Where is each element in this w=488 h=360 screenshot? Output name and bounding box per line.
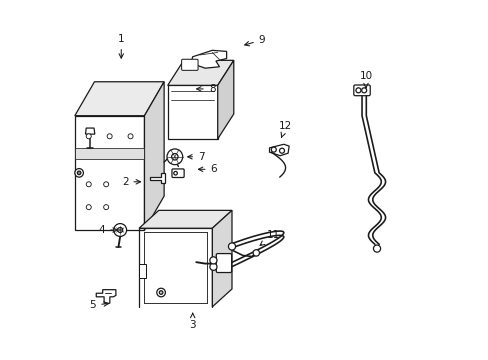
Circle shape — [228, 243, 235, 250]
Circle shape — [103, 204, 108, 210]
Text: 1: 1 — [118, 34, 124, 58]
Polygon shape — [85, 128, 95, 134]
Text: 12: 12 — [278, 121, 292, 137]
Polygon shape — [212, 210, 231, 307]
Polygon shape — [149, 173, 164, 183]
Circle shape — [373, 245, 380, 252]
Polygon shape — [144, 82, 164, 230]
Circle shape — [128, 134, 133, 139]
Polygon shape — [269, 144, 288, 156]
Text: 6: 6 — [198, 164, 217, 174]
Text: 4: 4 — [99, 225, 117, 235]
Circle shape — [86, 204, 91, 210]
Circle shape — [77, 171, 81, 175]
Text: 8: 8 — [196, 84, 215, 94]
Polygon shape — [217, 60, 233, 139]
Circle shape — [279, 148, 284, 153]
Polygon shape — [167, 60, 233, 85]
Text: 3: 3 — [189, 313, 196, 330]
Text: 5: 5 — [89, 300, 108, 310]
Polygon shape — [75, 82, 164, 116]
Circle shape — [75, 168, 83, 177]
Polygon shape — [75, 148, 144, 159]
Circle shape — [86, 182, 91, 187]
Circle shape — [253, 250, 259, 256]
FancyBboxPatch shape — [216, 253, 231, 273]
Circle shape — [361, 88, 366, 93]
Circle shape — [355, 88, 360, 93]
Text: 7: 7 — [187, 152, 204, 162]
FancyBboxPatch shape — [353, 85, 369, 96]
Circle shape — [171, 154, 178, 160]
Circle shape — [114, 224, 126, 237]
Circle shape — [159, 291, 163, 294]
FancyBboxPatch shape — [172, 169, 184, 177]
Polygon shape — [96, 290, 116, 303]
Text: 11: 11 — [260, 230, 279, 246]
Circle shape — [173, 171, 177, 175]
Polygon shape — [75, 116, 144, 230]
Circle shape — [271, 147, 276, 152]
Circle shape — [209, 263, 217, 270]
FancyBboxPatch shape — [181, 59, 198, 70]
Circle shape — [103, 182, 108, 187]
Circle shape — [166, 149, 183, 165]
Text: 2: 2 — [122, 177, 140, 187]
Polygon shape — [167, 85, 217, 139]
Circle shape — [86, 134, 91, 139]
Polygon shape — [139, 210, 231, 228]
Circle shape — [209, 257, 217, 264]
Polygon shape — [190, 50, 226, 68]
Circle shape — [157, 288, 165, 297]
Text: 10: 10 — [359, 71, 372, 88]
Text: 9: 9 — [244, 35, 265, 46]
Polygon shape — [139, 264, 146, 278]
Circle shape — [118, 228, 122, 233]
Circle shape — [107, 134, 112, 139]
